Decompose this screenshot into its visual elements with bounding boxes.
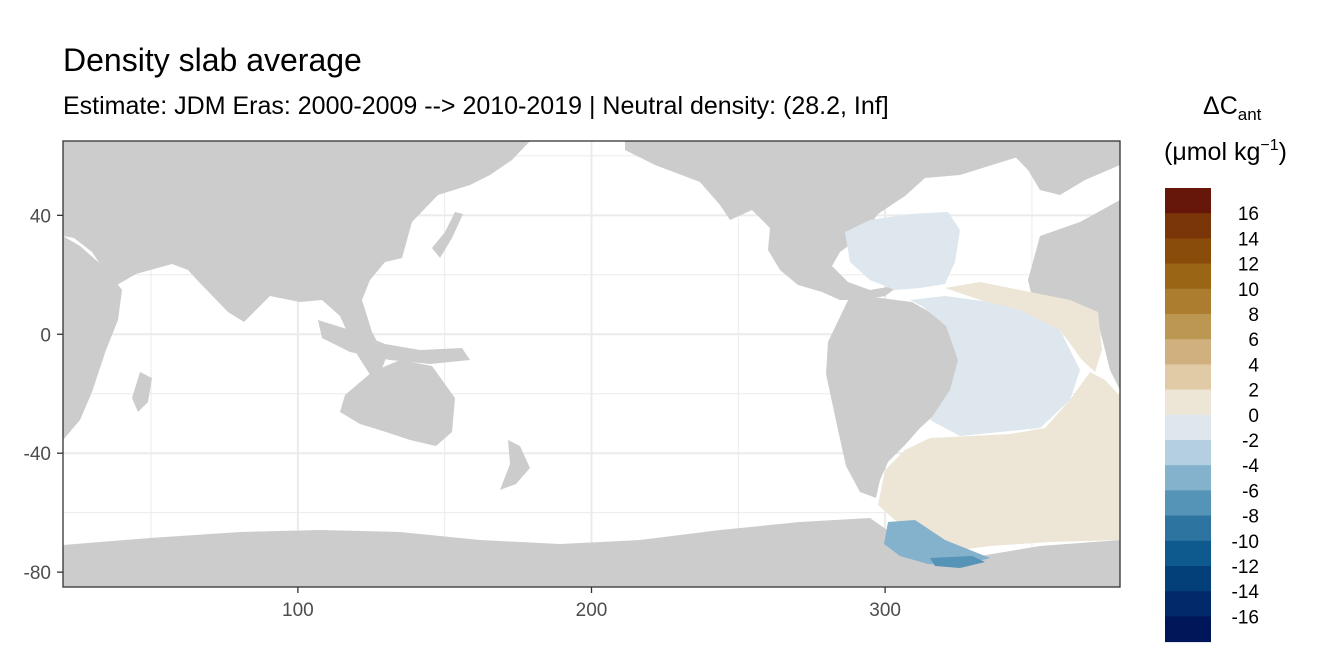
new-zealand-land	[500, 440, 530, 490]
legend-color-key	[1165, 364, 1211, 391]
legend-color-key	[1165, 389, 1211, 416]
africa-west-land	[63, 236, 122, 440]
indonesia-land	[318, 320, 470, 364]
legend-color-key	[1165, 188, 1211, 214]
legend-title-subscript: ant	[1238, 105, 1262, 124]
legend-keys: 16 14 12 10 8 6 4 2 0 -2 -4 -6 -8 -10 -12 -14 -16	[1165, 188, 1260, 643]
legend-key-label: 10	[1238, 280, 1259, 301]
legend-key-label: -16	[1232, 607, 1259, 628]
legend-unit-prefix: (μmol kg	[1164, 138, 1260, 166]
japan-land	[432, 212, 463, 258]
legend-color-key	[1165, 566, 1211, 592]
legend-color-key	[1165, 314, 1211, 340]
legend-unit-suffix: )	[1279, 138, 1287, 166]
map-layer	[63, 141, 1120, 587]
legend-key-label: 6	[1248, 330, 1259, 351]
field-eastern-north-atlantic	[945, 282, 1102, 372]
field-weddell-core	[930, 556, 985, 568]
legend-key-label: 8	[1248, 305, 1259, 326]
y-axis-tick-label: 0	[40, 325, 51, 346]
chart-title: Density slab average	[63, 42, 362, 78]
antarctica-land	[63, 518, 1120, 587]
legend-color-key	[1165, 490, 1211, 517]
legend-key-label: 14	[1238, 229, 1260, 250]
south-america-land	[826, 296, 962, 498]
legend-color-key	[1165, 440, 1211, 466]
eurasia-africa-land	[63, 141, 530, 384]
field-western-north-atlantic	[845, 212, 960, 290]
legend-key-label: -10	[1232, 532, 1259, 553]
legend-title-symbol: ΔC	[1203, 92, 1238, 120]
field-western-south-atlantic	[910, 296, 1080, 436]
x-axis-tick-label: 300	[869, 600, 901, 621]
legend-key-label: 2	[1248, 381, 1259, 402]
legend-color-key	[1165, 213, 1211, 239]
greenland-land	[1000, 141, 1120, 195]
legend-key-label: -12	[1232, 557, 1259, 578]
legend-color-key	[1165, 238, 1211, 265]
y-axis-tick-label: -80	[24, 563, 51, 584]
legend-key-label: -2	[1242, 431, 1259, 452]
legend-unit-exponent: −1	[1260, 137, 1278, 154]
y-axis-tick-label: -40	[24, 444, 51, 465]
legend-color-key	[1165, 414, 1211, 441]
legend-key-label: -14	[1232, 582, 1260, 603]
legend-color-key	[1165, 591, 1211, 617]
madagascar-land	[132, 372, 152, 412]
legend: ΔCant (μmol kg−1) 16 14 12 10 8 6 4 2 0 -2 -4 -6 -8 -…	[1164, 92, 1287, 643]
australia-land	[340, 360, 455, 446]
field-weddell-sea	[884, 520, 990, 566]
legend-key-label: -6	[1242, 481, 1259, 502]
legend-color-key	[1165, 465, 1211, 491]
legend-key-label: 4	[1248, 355, 1259, 376]
y-axis-tick-label: 40	[30, 206, 51, 227]
legend-key-label: 12	[1238, 255, 1259, 276]
legend-key-label: -8	[1242, 507, 1259, 528]
legend-key-label: -4	[1242, 456, 1259, 477]
legend-color-key	[1165, 540, 1211, 567]
legend-title-unit: (μmol kg−1)	[1164, 137, 1287, 166]
field-eastern-south-atlantic	[878, 372, 1120, 550]
chart-subtitle: Estimate: JDM Eras: 2000-2009 --> 2010-2…	[63, 92, 889, 120]
legend-color-key	[1165, 339, 1211, 365]
x-axis-tick-label: 200	[576, 600, 608, 621]
legend-color-key	[1165, 515, 1211, 542]
legend-key-label: 0	[1248, 406, 1259, 427]
x-axis-tick-label: 100	[282, 600, 314, 621]
north-america-land	[625, 141, 1050, 300]
legend-color-key	[1165, 288, 1211, 315]
legend-key-label: 16	[1238, 204, 1259, 225]
legend-color-key	[1165, 263, 1211, 290]
legend-title-main: ΔCant	[1203, 92, 1262, 124]
legend-color-key	[1165, 616, 1211, 643]
